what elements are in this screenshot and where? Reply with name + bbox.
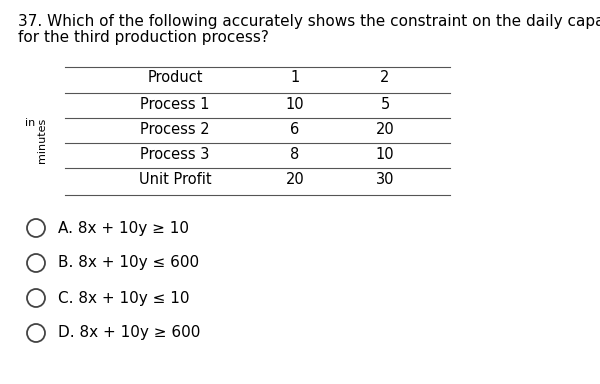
Text: Process 3: Process 3 [140, 147, 209, 162]
Text: in: in [25, 118, 35, 128]
Text: 20: 20 [376, 122, 394, 137]
Text: 10: 10 [286, 97, 304, 112]
Text: C. 8x + 10y ≤ 10: C. 8x + 10y ≤ 10 [58, 291, 190, 306]
Text: minutes: minutes [37, 118, 47, 163]
Text: 6: 6 [290, 122, 299, 137]
Text: 1: 1 [290, 70, 299, 85]
Text: 10: 10 [376, 147, 394, 162]
Text: 37. Which of the following accurately shows the constraint on the daily capacity: 37. Which of the following accurately sh… [18, 14, 600, 29]
Text: A. 8x + 10y ≥ 10: A. 8x + 10y ≥ 10 [58, 220, 189, 235]
Text: 20: 20 [286, 172, 304, 187]
Text: 30: 30 [376, 172, 394, 187]
Text: D. 8x + 10y ≥ 600: D. 8x + 10y ≥ 600 [58, 326, 200, 341]
Text: Process 1: Process 1 [140, 97, 210, 112]
Text: B. 8x + 10y ≤ 600: B. 8x + 10y ≤ 600 [58, 255, 199, 270]
Text: 8: 8 [290, 147, 299, 162]
Text: 2: 2 [380, 70, 389, 85]
Text: Process 2: Process 2 [140, 122, 210, 137]
Text: for the third production process?: for the third production process? [18, 30, 269, 45]
Text: Unit Profit: Unit Profit [139, 172, 211, 187]
Text: Product: Product [147, 70, 203, 85]
Text: 5: 5 [380, 97, 389, 112]
